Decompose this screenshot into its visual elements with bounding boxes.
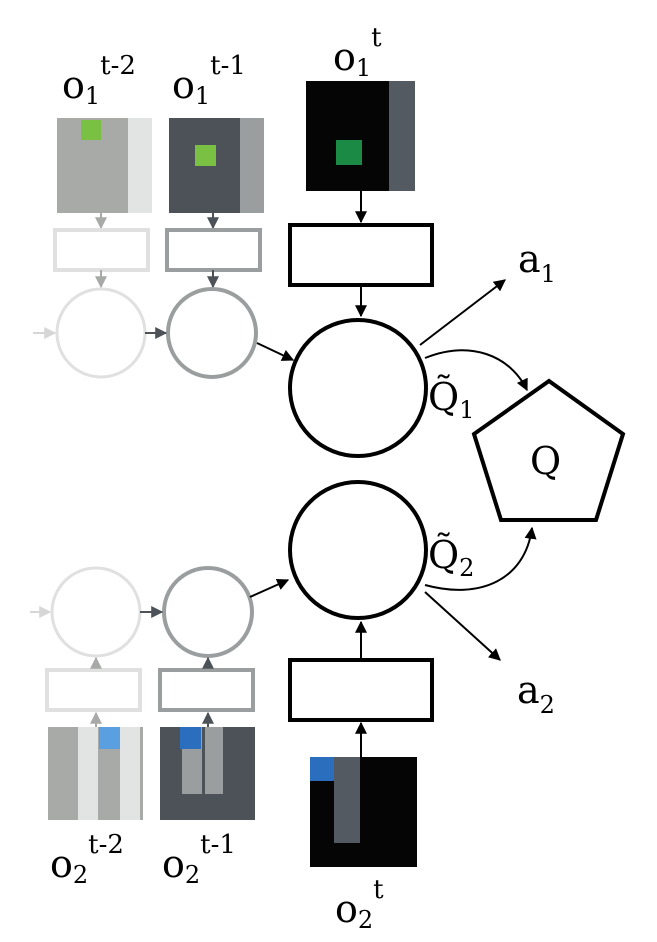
obs-label-agent2-t-2: o2t-2 [50,830,124,889]
obs-label-agent2-t-1: o2t-1 [162,830,236,889]
arrow-recurrent [249,578,290,598]
encoder-agent1-t-2 [53,228,150,272]
obs-label-agent1-t-1: o1t-1 [172,51,246,110]
rnn-cell-agent2-t-2 [50,566,142,658]
encoder-agent1-t [288,223,434,287]
q-label-agent2: Q̃2 [428,533,474,582]
mixing-network-pentagon [471,378,626,522]
action-label-agent1: a1 [518,237,556,288]
rnn-cell-agent1-t [288,318,428,458]
obs-label-agent1-t-2: o1t-2 [62,51,136,110]
obs-image-agent1-t [306,81,415,191]
obs-image-agent2-t-1 [160,727,255,820]
rnn-cell-agent1-t-1 [166,287,258,379]
obs-image-agent1-t-2 [57,118,152,213]
obs-image-agent2-t [310,757,417,867]
obs-label-agent1-t: o1t [333,23,382,82]
arrow-to-action [424,591,501,661]
rnn-cell-agent2-t [288,480,428,620]
arrow-q-to-mixer [424,526,537,591]
rnn-cell-agent2-t-1 [162,566,254,658]
arrow-recurrent [256,342,295,361]
arrow-to-action [419,279,506,346]
encoder-agent2-t-1 [158,668,255,712]
rnn-cell-agent1-t-2 [55,287,147,379]
encoder-agent2-t [288,658,434,722]
arrow-q-to-mixer [424,349,528,392]
encoder-agent2-t-2 [45,668,142,712]
mixer-label: Q [530,439,561,483]
obs-image-agent2-t-2 [48,727,143,820]
q-label-agent1: Q̃1 [428,375,474,424]
obs-label-agent2-t: o2t [335,875,384,934]
obs-image-agent1-t-1 [169,118,264,213]
encoder-agent1-t-1 [165,228,262,272]
action-label-agent2: a2 [517,668,555,719]
